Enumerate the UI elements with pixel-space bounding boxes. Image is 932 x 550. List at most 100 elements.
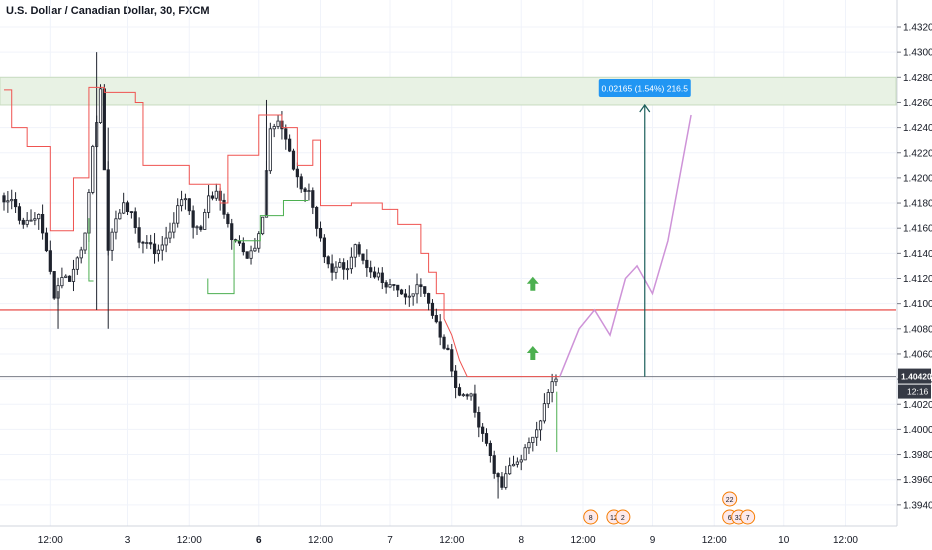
time-tick-label: 3	[125, 535, 131, 546]
price-tick-label: 1.41400	[903, 249, 932, 260]
candle-body	[318, 228, 323, 239]
candle-body	[199, 226, 203, 230]
time-tick-label: 9	[650, 535, 656, 546]
time-tick-label: 12:00	[38, 535, 63, 546]
candle-body	[484, 433, 489, 444]
candle-body	[492, 455, 496, 474]
event-label: 22	[726, 497, 734, 504]
candle-body	[307, 190, 311, 192]
candle-body	[276, 120, 280, 127]
candle-body	[179, 199, 184, 207]
event-label: 6	[728, 515, 732, 522]
candle-body	[291, 150, 296, 170]
candle-body	[44, 232, 49, 252]
candle-body	[187, 198, 191, 212]
candle-body	[141, 241, 145, 244]
candle-body	[411, 293, 415, 297]
time-axis-bg	[0, 526, 932, 550]
candle-body	[473, 393, 477, 413]
trailing-stop-line-green	[207, 200, 309, 295]
candle-body	[245, 251, 249, 259]
candle-body	[500, 476, 504, 488]
candle-body	[222, 199, 226, 215]
candle-body	[118, 212, 122, 220]
candle-body	[48, 250, 52, 272]
price-tick-label: 1.42200	[903, 148, 932, 159]
candle-body	[535, 429, 539, 438]
price-tick-label: 1.42800	[903, 73, 932, 84]
countdown-label: 12:16	[907, 387, 929, 397]
candle-body	[41, 213, 45, 234]
price-tick-label: 1.42000	[903, 173, 932, 184]
candle-body	[407, 295, 411, 298]
candle-body	[465, 394, 469, 397]
time-tick-label: 8	[518, 535, 524, 546]
chart-title: U.S. Dollar / Canadian Dollar, 30, FXCM	[6, 5, 210, 17]
candle-body	[438, 321, 442, 338]
candle-body	[365, 259, 369, 269]
target-zone-layer	[0, 76, 897, 378]
candle-body	[133, 211, 137, 228]
candle-body	[396, 284, 400, 291]
candle-body	[450, 349, 454, 372]
time-tick-label: 7	[387, 535, 393, 546]
candle-body	[203, 211, 207, 230]
candle-body	[399, 289, 404, 295]
candle-body	[423, 286, 427, 294]
candle-body	[299, 176, 303, 190]
price-tick-label: 1.40200	[903, 400, 932, 411]
candle-body	[288, 138, 292, 152]
candle-body	[315, 207, 319, 229]
candle-body	[91, 145, 95, 193]
candle-body	[241, 242, 245, 253]
event-flag-icon	[583, 509, 599, 525]
candle-body	[504, 473, 508, 488]
candle-body	[376, 272, 381, 278]
candle-body	[380, 272, 384, 284]
candle-body	[206, 195, 211, 213]
candle-body	[338, 262, 342, 268]
up-arrow-icon	[526, 276, 539, 291]
measure-label-box	[598, 78, 691, 97]
price-tick-label: 1.43000	[903, 48, 932, 59]
candle-body	[6, 200, 10, 203]
candle-body	[426, 293, 431, 304]
candle-body	[442, 336, 446, 349]
time-tick-label: 12:00	[833, 535, 858, 546]
time-axis: 12:00 3 12:00 6 12:00 7 12:00 8 12:00 9 12:00 10 12:…	[0, 525, 932, 550]
candle-body	[446, 347, 450, 351]
candle-body	[481, 426, 485, 434]
event-label: 7	[746, 515, 750, 522]
candle-body	[415, 284, 419, 295]
candle-body	[523, 447, 527, 461]
candle-body	[295, 168, 299, 178]
candle-body	[183, 198, 188, 201]
candle-body	[515, 461, 519, 465]
candle-body	[326, 256, 330, 265]
measure-label: 0.02165 (1.54%) 216.5	[602, 83, 689, 93]
time-tick-label: 12:00	[570, 535, 595, 546]
event-label: 8	[589, 515, 593, 522]
price-tick-label: 1.40000	[903, 425, 932, 436]
price-tick-label: 1.43200	[903, 23, 932, 34]
candle-body	[388, 284, 392, 288]
candle-body	[457, 387, 462, 396]
candle-body	[83, 232, 87, 251]
candle-body	[226, 213, 230, 225]
candle-body	[37, 213, 41, 220]
candle-body	[508, 465, 512, 475]
candle-body	[152, 243, 157, 255]
candle-body	[469, 393, 473, 397]
price-tick-label: 1.40600	[903, 349, 932, 360]
candle-body	[403, 293, 408, 298]
candle-body	[349, 256, 354, 270]
candle-body	[164, 237, 168, 246]
candle-body	[79, 249, 83, 259]
candle-body	[137, 227, 141, 243]
candle-body	[272, 126, 276, 130]
candle-body	[10, 199, 14, 202]
candle-body	[531, 436, 535, 443]
candle-body	[210, 195, 215, 199]
price-tick-label: 1.39600	[903, 475, 932, 486]
